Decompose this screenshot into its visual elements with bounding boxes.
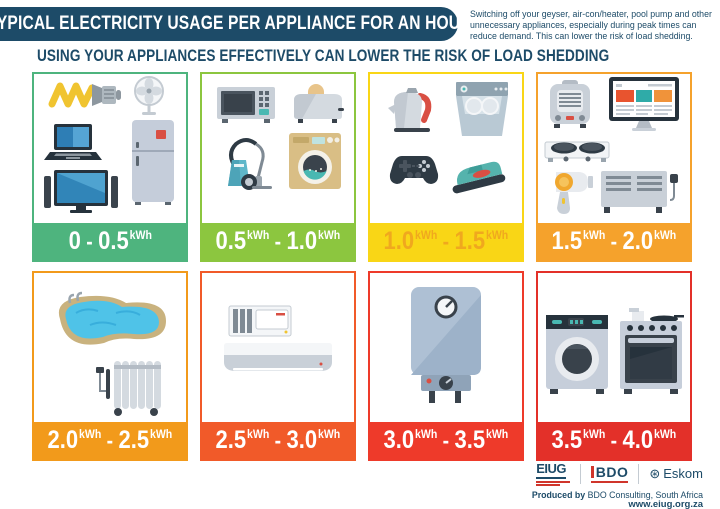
eiug-logo: EIUG xyxy=(536,461,571,486)
appliance-icons xyxy=(538,74,690,223)
appliance-icons xyxy=(34,273,186,422)
kwh-unit: kWh xyxy=(415,426,438,441)
washing-machine-icon xyxy=(288,132,342,190)
website-url: www.eiug.org.za xyxy=(628,499,703,509)
oven-stove-icon xyxy=(618,307,684,395)
appliance-icons xyxy=(34,74,186,223)
usage-range-label: 0 - 0.5kWh xyxy=(34,223,186,260)
usage-cell-2.0-2.5kwh: 2.0kWh - 2.5kWh xyxy=(32,271,188,461)
kwh-unit: kWh xyxy=(486,227,509,242)
usage-range-label: 1.0kWh - 1.5kWh xyxy=(370,223,522,260)
kettle-icon xyxy=(386,84,438,134)
produced-by-line: Produced by BDO Consulting, South Africa xyxy=(532,490,703,500)
footer-logos: EIUG BDO ⊛ Eskom xyxy=(536,461,703,486)
kwh-unit: kWh xyxy=(79,426,102,441)
appliance-icons xyxy=(202,273,354,422)
usage-cell-2.5-3.0kwh: 2.5kWh - 3.0kWh xyxy=(200,271,356,461)
oil-heater-icon xyxy=(94,355,164,417)
fridge-icon xyxy=(130,118,176,206)
kwh-unit: kWh xyxy=(318,426,341,441)
usage-cell-1.5-2.0kwh: 1.5kWh - 2.0kWh xyxy=(536,72,692,262)
page-subtitle: USING YOUR APPLIANCES EFFECTIVELY CAN LO… xyxy=(37,46,610,65)
usage-range-label: 2.0kWh - 2.5kWh xyxy=(34,422,186,459)
vacuum-cleaner-icon xyxy=(222,134,278,190)
microwave-icon xyxy=(216,86,276,124)
bdo-logo: BDO xyxy=(591,464,629,483)
iron-icon xyxy=(448,158,506,194)
kwh-unit: kWh xyxy=(318,227,341,242)
usage-range-label: 3.0kWh - 3.5kWh xyxy=(370,422,522,459)
kwh-unit: kWh xyxy=(583,426,606,441)
toaster-icon xyxy=(290,84,346,124)
hot-plate-stove-icon xyxy=(544,138,610,164)
eskom-logo-label: Eskom xyxy=(663,466,703,481)
title-banner: TYPICAL ELECTRICITY USAGE PER APPLIANCE … xyxy=(0,7,471,41)
usage-range-label: 2.5kWh - 3.0kWh xyxy=(202,422,354,459)
usage-range-label: 0.5kWh - 1.0kWh xyxy=(202,223,354,260)
kwh-unit: kWh xyxy=(654,426,677,441)
tv-icon xyxy=(44,170,118,214)
kwh-unit: kWh xyxy=(129,227,152,242)
usage-cell-0-0.5kwh: 0 - 0.5kWh xyxy=(32,72,188,262)
laptop-icon xyxy=(42,122,104,164)
cfl-bulb-icon xyxy=(46,80,124,110)
produced-by-bold: Produced by xyxy=(531,490,586,500)
bdo-logo-underline xyxy=(591,481,629,483)
dishwasher-icon xyxy=(454,80,510,138)
page-title: TYPICAL ELECTRICITY USAGE PER APPLIANCE … xyxy=(0,13,472,34)
produced-by-rest: BDO Consulting, South Africa xyxy=(585,490,703,500)
air-conditioner-outdoor-unit-icon xyxy=(228,305,292,337)
usage-range-label: 1.5kWh - 2.0kWh xyxy=(538,223,690,260)
logo-divider xyxy=(580,463,582,484)
usage-cell-0.5-1.0kwh: 0.5kWh - 1.0kWh xyxy=(200,72,356,262)
kwh-unit: kWh xyxy=(247,426,270,441)
fan-icon xyxy=(132,76,166,116)
air-conditioner-indoor-unit-icon xyxy=(223,341,333,375)
appliance-icons xyxy=(370,74,522,223)
swimming-pool-pump-icon xyxy=(46,289,172,353)
usage-range-label: 3.5kWh - 4.0kWh xyxy=(538,422,690,459)
bdo-logo-bar xyxy=(591,466,594,478)
appliance-icons xyxy=(202,74,354,223)
hair-dryer-icon xyxy=(550,168,594,216)
appliance-icons xyxy=(370,273,522,422)
appliance-icons xyxy=(538,273,690,422)
header-note: Switching off your geyser, air-con/heate… xyxy=(470,9,712,41)
usage-cell-1.0-1.5kwh: 1.0kWh - 1.5kWh xyxy=(368,72,524,262)
eskom-logo: ⊛ Eskom xyxy=(649,466,703,482)
eiug-logo-label: EIUG xyxy=(536,461,567,479)
tumble-dryer-icon xyxy=(544,309,610,395)
desktop-computer-icon xyxy=(608,76,680,132)
kwh-unit: kWh xyxy=(415,227,438,242)
kwh-unit: kWh xyxy=(247,227,270,242)
kwh-unit: kWh xyxy=(583,227,606,242)
bdo-logo-label: BDO xyxy=(595,464,629,480)
usage-cell-3.5-4.0kwh: 3.5kWh - 4.0kWh xyxy=(536,271,692,461)
kwh-unit: kWh xyxy=(150,426,173,441)
eskom-rotor-icon: ⊛ xyxy=(649,465,661,481)
panel-heater-icon xyxy=(600,170,678,214)
logo-divider xyxy=(638,463,640,484)
usage-grid: 0 - 0.5kWh 0.5kWh - 1.0kWh 1.0kWh - 1.5kWh… xyxy=(32,72,692,461)
geyser-icon xyxy=(407,285,485,405)
eiug-logo-sublines xyxy=(536,479,571,486)
usage-cell-3.0-3.5kwh: 3.0kWh - 3.5kWh xyxy=(368,271,524,461)
kwh-unit: kWh xyxy=(486,426,509,441)
game-controller-icon xyxy=(388,154,440,186)
fan-heater-icon xyxy=(548,80,592,130)
kwh-unit: kWh xyxy=(654,227,677,242)
